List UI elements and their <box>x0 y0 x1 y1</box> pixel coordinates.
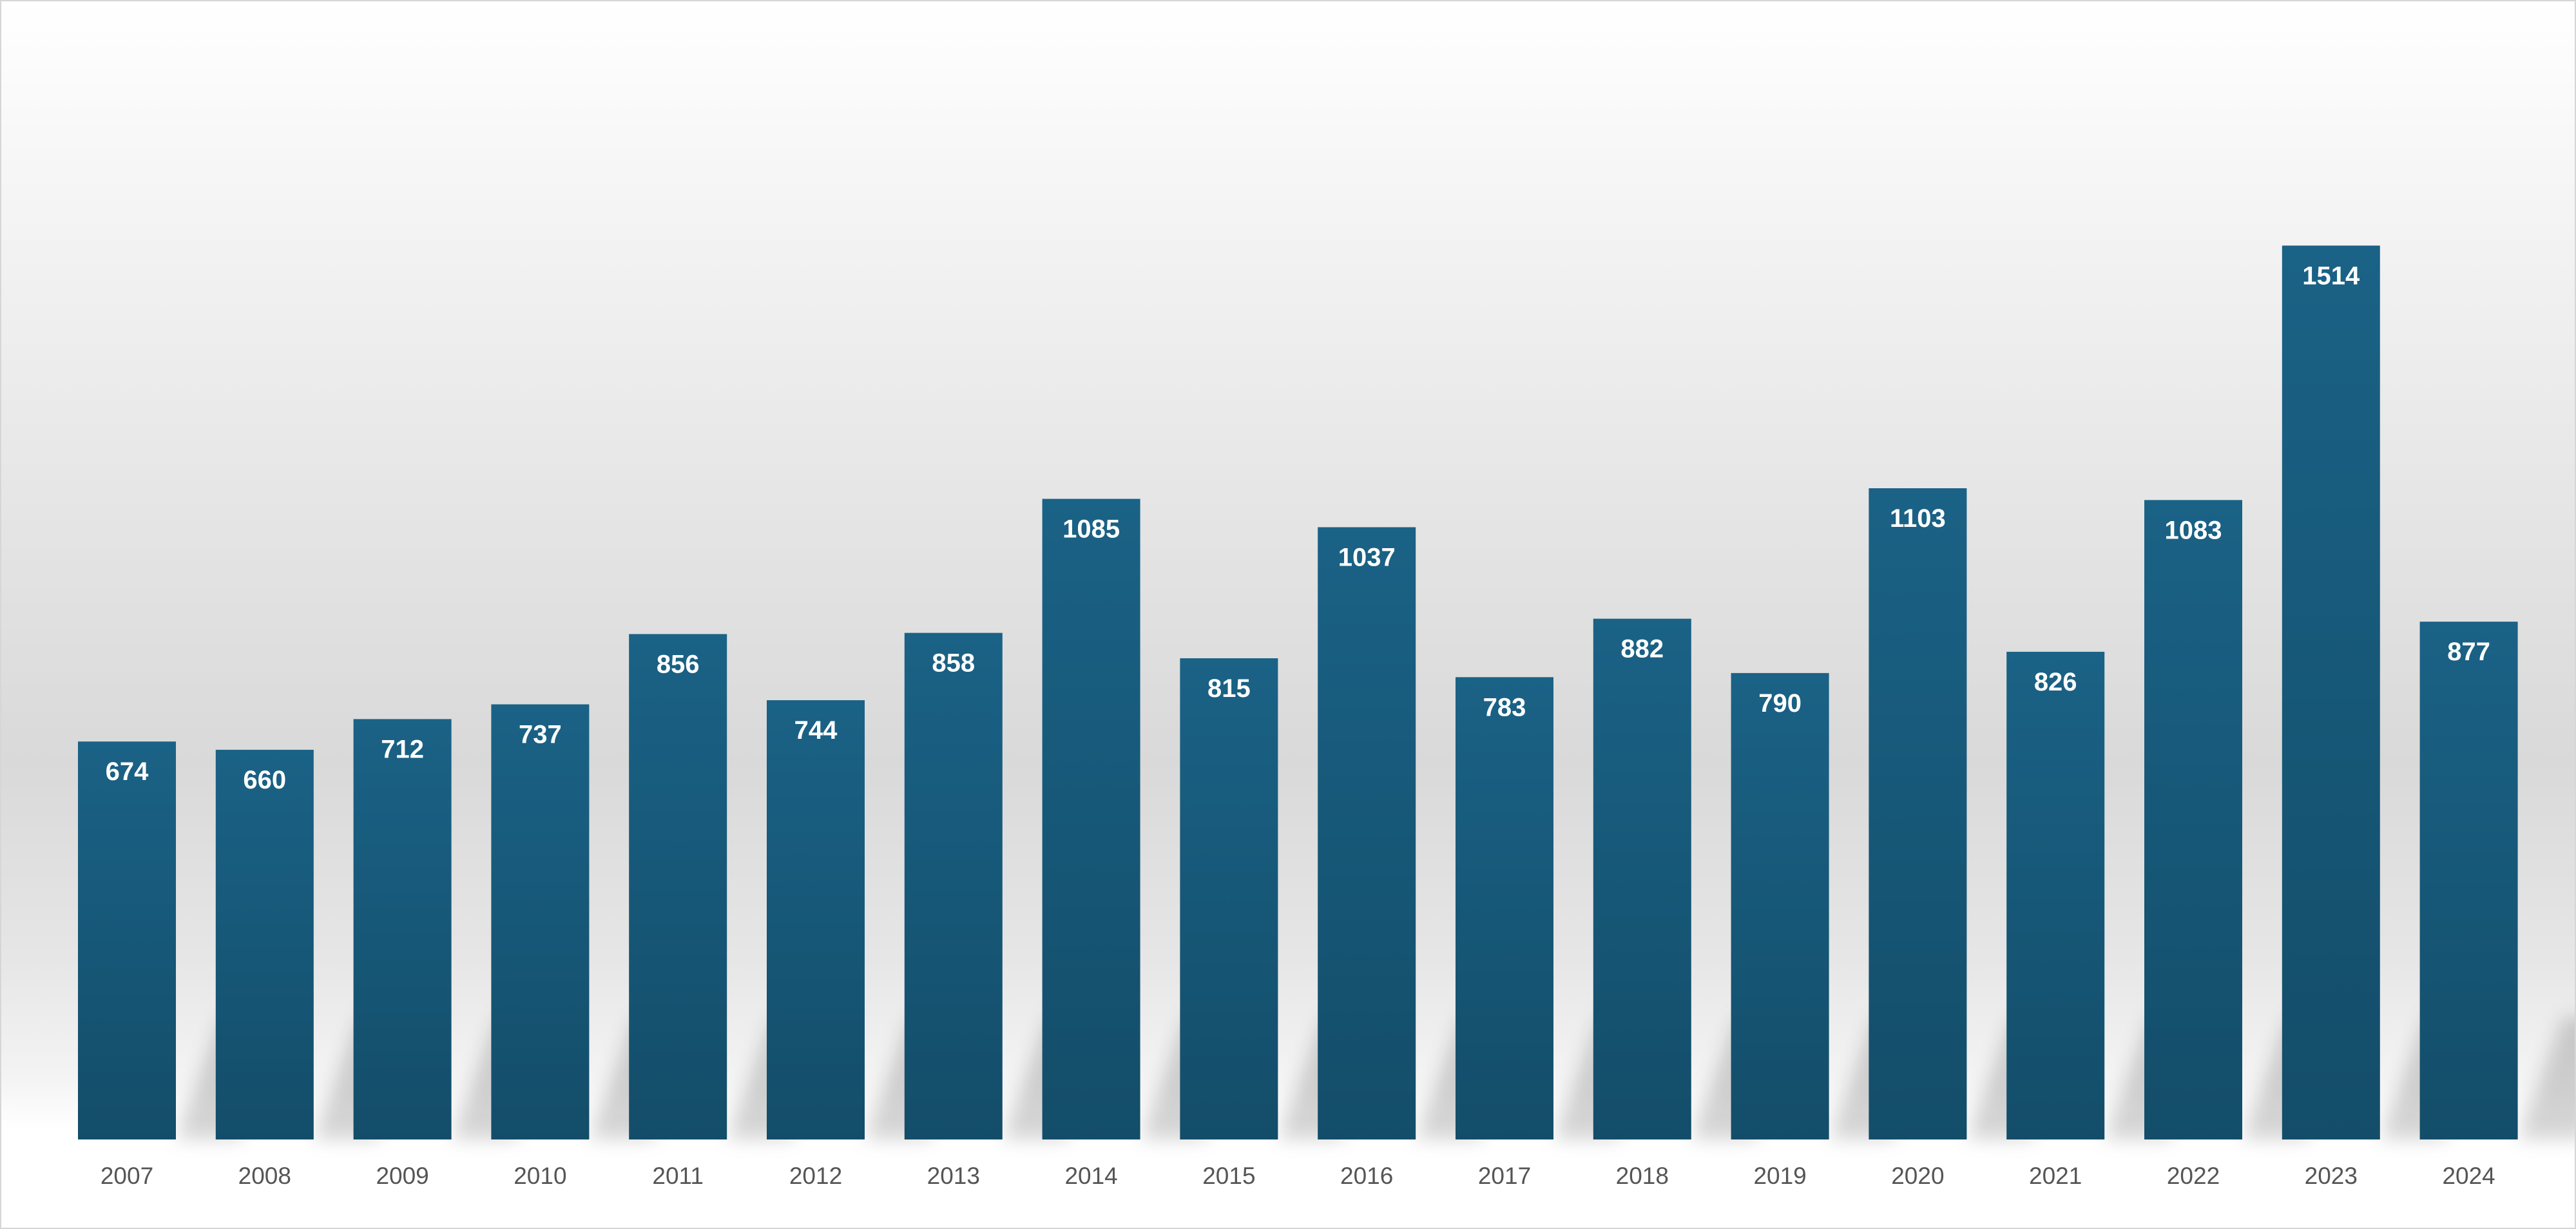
x-tick-2011: 2011 <box>652 1163 704 1189</box>
data-label-2008: 660 <box>243 766 286 794</box>
bar-2022 <box>2144 500 2242 1139</box>
data-label-2020: 1103 <box>1890 504 1946 533</box>
data-label-2018: 882 <box>1620 635 1664 663</box>
data-label-2023: 1514 <box>2302 262 2360 290</box>
data-label-2015: 815 <box>1207 674 1251 703</box>
x-tick-2010: 2010 <box>514 1163 566 1189</box>
bar-2014 <box>1042 499 1140 1139</box>
data-label-2009: 712 <box>381 735 424 763</box>
bar-2020 <box>1869 488 1967 1139</box>
x-tick-2012: 2012 <box>789 1163 842 1189</box>
data-label-2016: 1037 <box>1338 543 1396 571</box>
bar-2023 <box>2282 245 2380 1140</box>
x-tick-2016: 2016 <box>1340 1163 1393 1189</box>
bar-2021 <box>2006 651 2105 1139</box>
bar-2013 <box>904 633 1003 1139</box>
bar-2007 <box>78 741 176 1139</box>
data-label-2010: 737 <box>519 720 562 748</box>
bar-2024 <box>2419 622 2518 1139</box>
x-tick-2017: 2017 <box>1478 1163 1531 1189</box>
x-tick-2020: 2020 <box>1891 1163 1944 1189</box>
x-tick-2014: 2014 <box>1064 1163 1117 1189</box>
data-labels: 674 660 712 737 856 744 858 1085 815 1037 783 882 79… <box>106 262 2490 794</box>
x-tick-2022: 2022 <box>2167 1163 2220 1189</box>
data-label-2019: 790 <box>1758 689 1802 718</box>
data-label-2022: 1083 <box>2165 516 2222 544</box>
data-label-2007: 674 <box>106 757 149 786</box>
data-label-2024: 877 <box>2447 638 2490 666</box>
bar-2008 <box>215 750 314 1139</box>
bar-shadow <box>2517 1017 2575 1139</box>
bar-2012 <box>767 700 865 1139</box>
x-tick-2019: 2019 <box>1753 1163 1806 1189</box>
bar-2019 <box>1731 672 1829 1139</box>
bar-2017 <box>1456 677 1553 1139</box>
data-label-2013: 858 <box>932 649 975 678</box>
bar-2015 <box>1180 658 1278 1139</box>
x-axis-ticks: 2007 2008 2009 2010 2011 2012 2013 2014 2015 2016… <box>101 1163 2495 1189</box>
bar-2010 <box>491 704 590 1139</box>
x-tick-2018: 2018 <box>1616 1163 1669 1189</box>
x-tick-2009: 2009 <box>376 1163 428 1189</box>
data-label-2017: 783 <box>1483 693 1526 721</box>
x-tick-2015: 2015 <box>1202 1163 1255 1189</box>
bar-2009 <box>353 719 452 1139</box>
x-tick-2021: 2021 <box>2029 1163 2082 1189</box>
bar-2011 <box>629 634 727 1139</box>
bar-2018 <box>1593 618 1691 1139</box>
x-tick-2008: 2008 <box>238 1163 291 1189</box>
bars <box>78 245 2518 1140</box>
data-label-2011: 856 <box>657 650 700 678</box>
data-label-2014: 1085 <box>1062 515 1120 543</box>
data-label-2021: 826 <box>2034 668 2077 696</box>
x-tick-2024: 2024 <box>2442 1163 2495 1189</box>
data-label-2012: 744 <box>794 716 838 745</box>
x-tick-2013: 2013 <box>927 1163 980 1189</box>
x-tick-2023: 2023 <box>2305 1163 2358 1189</box>
x-tick-2007: 2007 <box>101 1163 153 1189</box>
bar-2016 <box>1318 527 1416 1139</box>
